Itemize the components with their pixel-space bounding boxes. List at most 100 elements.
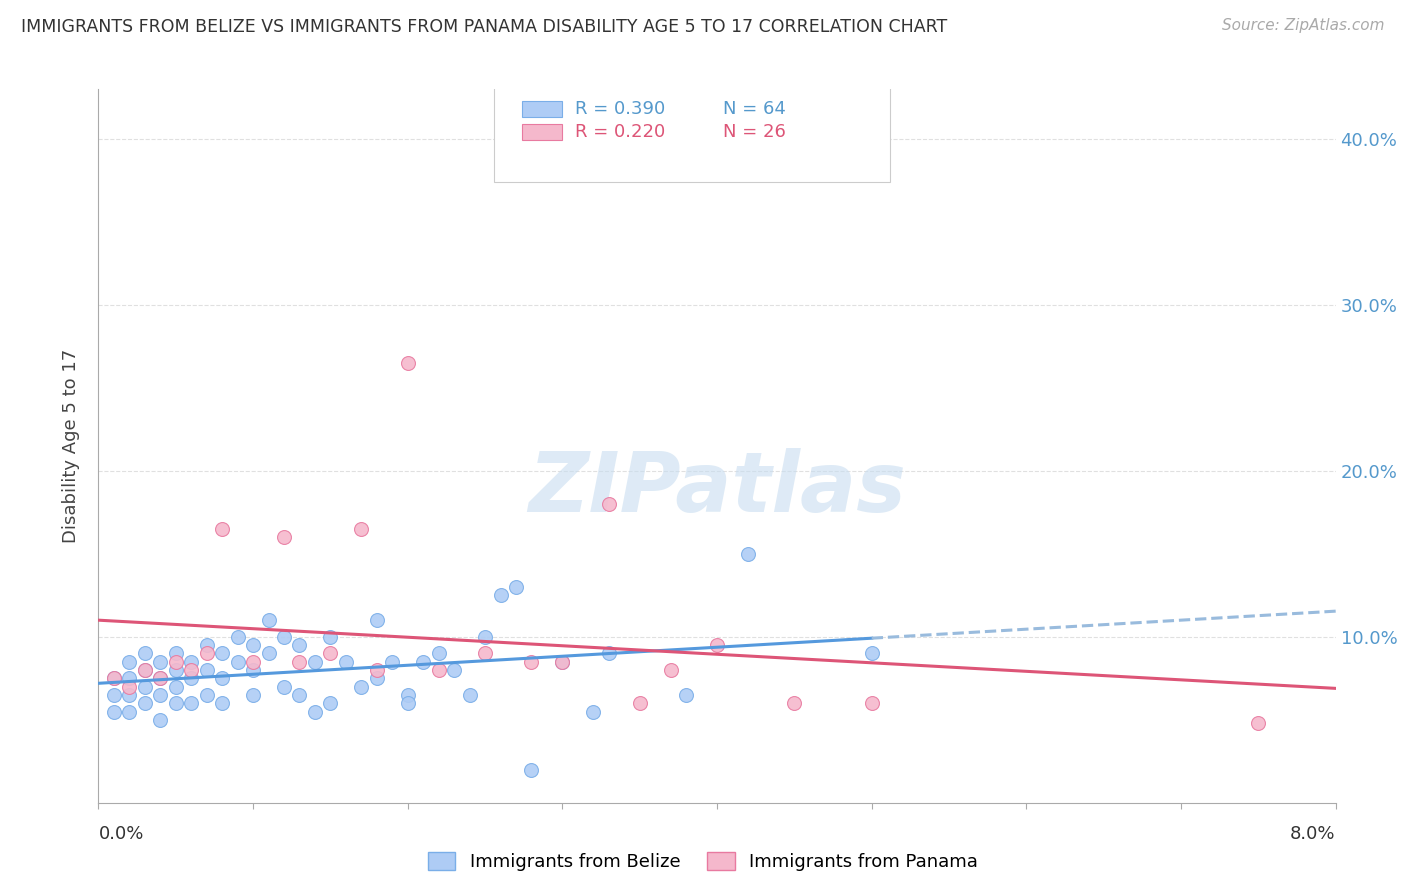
Point xyxy=(474,630,496,644)
Point xyxy=(628,696,651,710)
Point xyxy=(598,647,620,661)
Point xyxy=(319,696,342,710)
Point xyxy=(288,688,311,702)
Point xyxy=(118,688,141,702)
Point xyxy=(366,663,388,677)
Point xyxy=(149,671,172,685)
Text: Source: ZipAtlas.com: Source: ZipAtlas.com xyxy=(1222,18,1385,33)
Point xyxy=(783,696,806,710)
Point xyxy=(304,655,326,669)
Text: 0.0%: 0.0% xyxy=(98,825,143,843)
Point xyxy=(1247,716,1270,731)
FancyBboxPatch shape xyxy=(495,86,890,182)
Point xyxy=(165,647,187,661)
Point xyxy=(288,638,311,652)
Point xyxy=(860,647,883,661)
Point xyxy=(211,696,233,710)
Point xyxy=(551,655,574,669)
Y-axis label: Disability Age 5 to 17: Disability Age 5 to 17 xyxy=(62,349,80,543)
Point xyxy=(149,688,172,702)
Text: ZIPatlas: ZIPatlas xyxy=(529,449,905,529)
Point xyxy=(335,655,357,669)
Point xyxy=(366,671,388,685)
Point xyxy=(165,696,187,710)
Point xyxy=(103,688,125,702)
Text: IMMIGRANTS FROM BELIZE VS IMMIGRANTS FROM PANAMA DISABILITY AGE 5 TO 17 CORRELAT: IMMIGRANTS FROM BELIZE VS IMMIGRANTS FRO… xyxy=(21,18,948,36)
Point xyxy=(273,530,295,544)
Point xyxy=(381,655,404,669)
Point xyxy=(195,647,218,661)
Point xyxy=(195,638,218,652)
Point xyxy=(273,630,295,644)
Point xyxy=(350,522,373,536)
Point xyxy=(582,705,605,719)
Point xyxy=(103,671,125,685)
Point xyxy=(149,671,172,685)
Point xyxy=(737,547,759,561)
Point xyxy=(165,663,187,677)
Point xyxy=(427,647,450,661)
FancyBboxPatch shape xyxy=(522,102,562,117)
Point xyxy=(706,638,728,652)
Point xyxy=(304,705,326,719)
Point xyxy=(366,613,388,627)
Point xyxy=(319,630,342,644)
Point xyxy=(134,663,156,677)
Point xyxy=(211,522,233,536)
FancyBboxPatch shape xyxy=(522,124,562,139)
Point xyxy=(520,655,543,669)
Point xyxy=(195,663,218,677)
Point xyxy=(195,688,218,702)
Point xyxy=(180,663,202,677)
Point xyxy=(242,655,264,669)
Point xyxy=(396,688,419,702)
Point xyxy=(675,688,697,702)
Point xyxy=(474,647,496,661)
Point xyxy=(103,705,125,719)
Point xyxy=(257,647,280,661)
Point xyxy=(165,655,187,669)
Point xyxy=(149,713,172,727)
Point xyxy=(211,647,233,661)
Point xyxy=(458,688,481,702)
Point xyxy=(134,680,156,694)
Point xyxy=(118,655,141,669)
Point xyxy=(350,680,373,694)
Point xyxy=(242,688,264,702)
Point xyxy=(103,671,125,685)
Point xyxy=(551,655,574,669)
Text: N = 26: N = 26 xyxy=(723,123,786,141)
Point xyxy=(412,655,434,669)
Point xyxy=(396,696,419,710)
Point xyxy=(118,680,141,694)
Point xyxy=(443,663,465,677)
Point xyxy=(242,663,264,677)
Point xyxy=(134,696,156,710)
Point xyxy=(226,630,249,644)
Point xyxy=(134,647,156,661)
Point xyxy=(118,671,141,685)
Text: N = 64: N = 64 xyxy=(723,100,786,118)
Point xyxy=(180,655,202,669)
Point xyxy=(211,671,233,685)
Point xyxy=(598,497,620,511)
Point xyxy=(180,696,202,710)
Point xyxy=(505,580,527,594)
Point xyxy=(149,655,172,669)
Point xyxy=(427,663,450,677)
Point xyxy=(396,356,419,370)
Point xyxy=(257,613,280,627)
Point xyxy=(860,696,883,710)
Point xyxy=(520,763,543,777)
Point xyxy=(489,588,512,602)
Text: R = 0.390: R = 0.390 xyxy=(575,100,665,118)
Point xyxy=(118,705,141,719)
Point xyxy=(165,680,187,694)
Point xyxy=(242,638,264,652)
Point xyxy=(659,663,682,677)
Point xyxy=(226,655,249,669)
Text: R = 0.220: R = 0.220 xyxy=(575,123,665,141)
Point xyxy=(180,671,202,685)
Point xyxy=(273,680,295,694)
Point xyxy=(319,647,342,661)
